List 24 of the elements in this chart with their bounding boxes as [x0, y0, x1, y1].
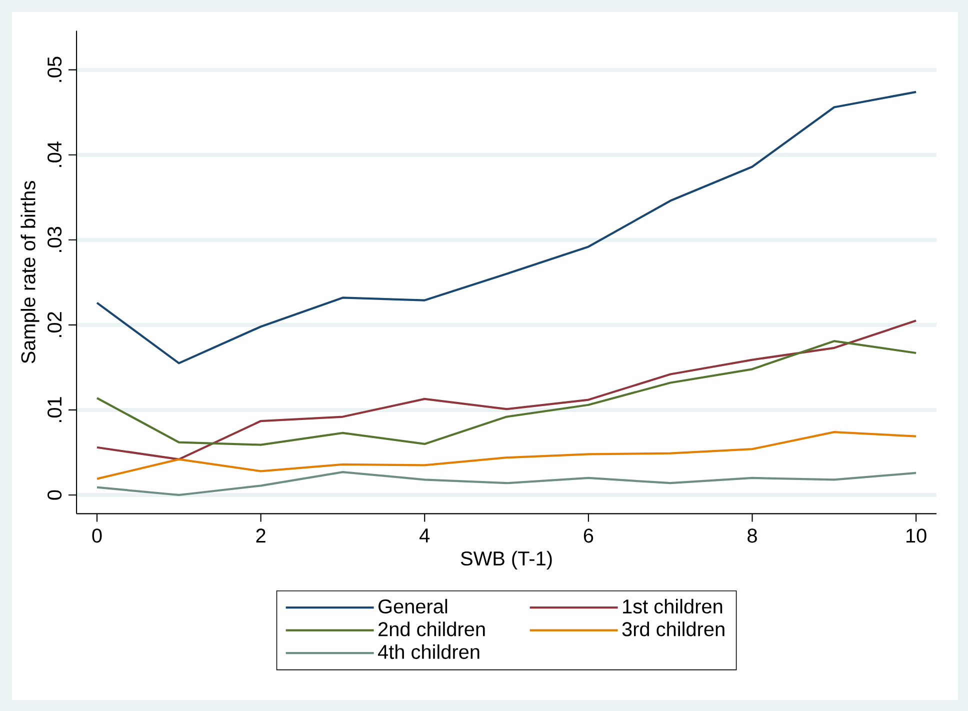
- legend-label: 3rd children: [622, 622, 724, 636]
- y-tick-label: .02: [48, 312, 62, 337]
- x-tick-label: 6: [584, 528, 594, 543]
- line-series: [96, 470, 918, 496]
- legend-label: 1st children: [623, 598, 722, 614]
- line-series: [96, 340, 918, 446]
- x-tick-label: 0: [92, 528, 102, 543]
- y-tick-label: .03: [48, 226, 62, 252]
- y-tick-label: 0: [48, 490, 62, 500]
- y-tick-label: .01: [48, 397, 62, 422]
- legend-label: 4th children: [378, 644, 480, 659]
- y-tick-label: .04: [48, 142, 62, 167]
- x-tick-label: 2: [256, 528, 266, 543]
- x-tick-label: 10: [906, 528, 926, 543]
- legend-label: 2nd children: [378, 622, 485, 636]
- line-series: [96, 90, 918, 364]
- x-tick-label: 8: [748, 528, 757, 543]
- line-series: [96, 431, 918, 480]
- legend-label: General: [378, 598, 448, 614]
- y-axis-title: Sample rate of births: [20, 181, 40, 364]
- x-tick-label: 4: [420, 528, 430, 542]
- x-axis-title: SWB (T-1): [460, 550, 552, 570]
- y-tick-label: .05: [48, 56, 62, 82]
- line-series: [96, 320, 918, 460]
